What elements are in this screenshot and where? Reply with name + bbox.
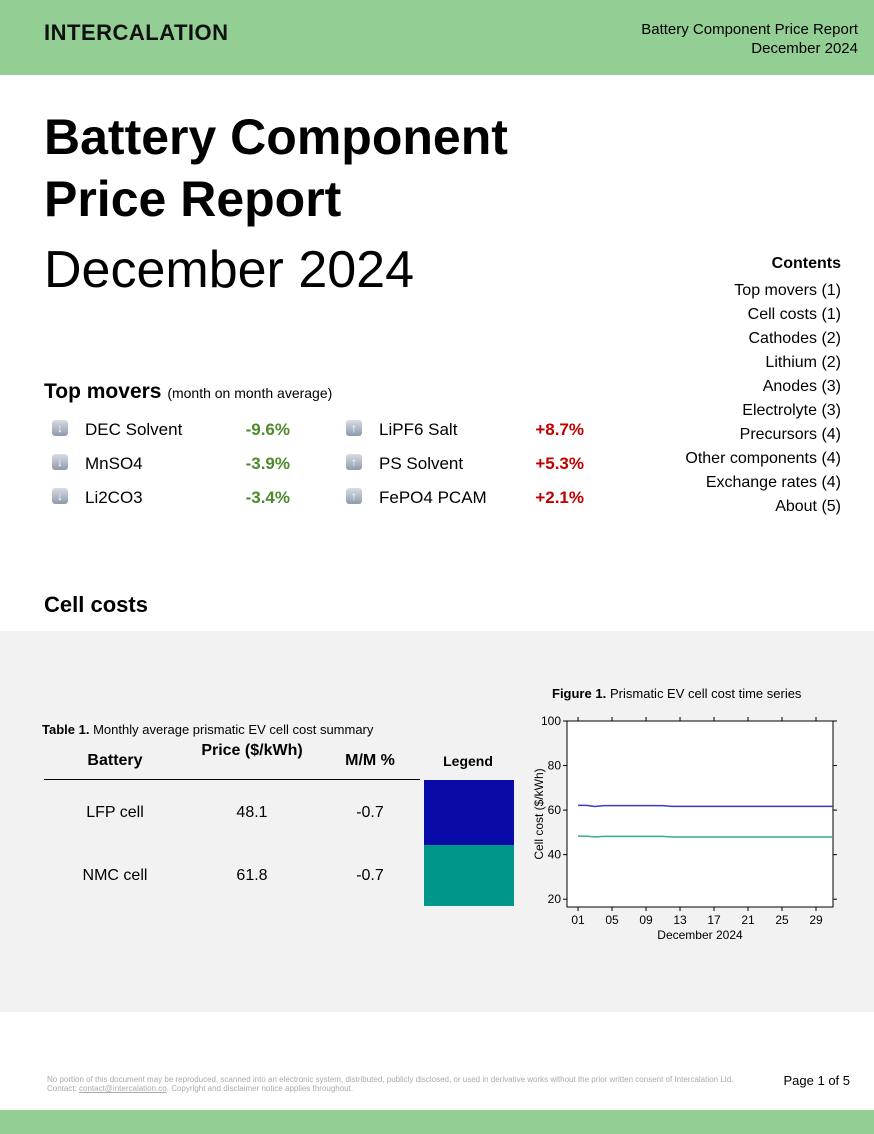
chart: Figure 1. Prismatic EV cell cost time ser… — [532, 686, 837, 942]
x-tick-label: 05 — [605, 913, 619, 927]
mover-change: +8.7% — [535, 420, 584, 439]
caption: Monthly average prismatic EV cell cost s… — [93, 722, 374, 737]
legend-swatch — [424, 845, 514, 906]
table-rule — [44, 779, 420, 780]
table-header: Price ($/kWh) — [201, 742, 303, 759]
section-heading: Cell costs — [44, 592, 148, 617]
header-report: Battery Component Price Report — [641, 21, 858, 38]
heading: Top movers — [44, 380, 162, 403]
title-date: December 2024 — [44, 241, 414, 299]
contents-item: Anodes (3) — [762, 378, 841, 395]
y-tick-label: 80 — [548, 759, 562, 773]
mover-name: PS Solvent — [379, 454, 464, 473]
title-line: Battery Component — [44, 109, 508, 165]
contents-item: Lithium (2) — [765, 354, 841, 371]
y-tick-label: 100 — [541, 714, 561, 728]
table-caption: Table 1. Monthly average prismatic EV ce… — [42, 722, 373, 737]
arrow-icon: ↓ — [52, 488, 68, 504]
arrow-icon: ↓ — [52, 420, 68, 436]
mover-name: DEC Solvent — [85, 420, 183, 439]
legend-swatch — [424, 780, 514, 845]
contents-item: About (5) — [775, 498, 841, 515]
email[interactable]: contact@intercalation.co — [79, 1084, 167, 1093]
x-tick-label: 29 — [809, 913, 823, 927]
mover-change: -3.4% — [245, 488, 290, 507]
contents-item: Cathodes (2) — [748, 330, 842, 347]
mover-name: LiPF6 Salt — [379, 420, 458, 439]
table-header: M/M % — [345, 752, 395, 769]
contents: Contents Top movers (1) Cell costs (1) Cat… — [685, 252, 841, 519]
x-tick-label: 25 — [775, 913, 789, 927]
header-title: Battery Component Price Report December … — [641, 20, 858, 58]
title-line: Price Report — [44, 171, 342, 227]
top-movers-heading: Top movers (month on month average) — [44, 380, 332, 404]
table-cell: LFP cell — [86, 803, 144, 821]
x-tick-label: 01 — [571, 913, 585, 927]
arrow-icon: ↑ — [346, 488, 362, 504]
brand: INTERCALATION — [44, 20, 229, 45]
contents-item: Top movers (1) — [734, 282, 841, 299]
mover-name: Li2CO3 — [85, 488, 143, 507]
y-axis-label: Cell cost ($/kWh) — [532, 768, 546, 859]
x-tick-label: 17 — [707, 913, 721, 927]
mover-name: FePO4 PCAM — [379, 488, 487, 507]
y-tick-label: 60 — [548, 803, 562, 817]
y-tick-label: 20 — [548, 892, 562, 906]
header-band — [0, 0, 874, 75]
table-cell: 61.8 — [236, 866, 268, 884]
table-cell: NMC cell — [82, 866, 148, 884]
plot-area — [566, 720, 834, 908]
y-tick-label: 40 — [548, 848, 562, 862]
header-date: December 2024 — [751, 40, 858, 57]
table-header: Legend — [443, 753, 493, 769]
table-cell: -0.7 — [356, 866, 384, 884]
mover-name: MnSO4 — [85, 454, 143, 473]
figure-caption: Prismatic EV cell cost time series — [610, 686, 802, 701]
table-cell: 48.1 — [236, 803, 268, 821]
page-number: Page 1 of 5 — [783, 1073, 851, 1088]
x-tick-label: 13 — [673, 913, 687, 927]
contents-heading: Contents — [771, 255, 841, 272]
contents-item: Electrolyte (3) — [742, 402, 841, 419]
text: . Copyright and disclaimer notice applie… — [166, 1084, 354, 1093]
table-cell: -0.7 — [356, 803, 384, 821]
mover-change: -3.9% — [245, 454, 290, 473]
mover-change: +5.3% — [535, 454, 584, 473]
disclaimer: No portion of this document may be repro… — [47, 1075, 747, 1093]
contents-item: Other components (4) — [685, 450, 841, 467]
arrow-icon: ↑ — [346, 454, 362, 470]
x-axis-label: December 2024 — [657, 928, 743, 942]
series-line — [578, 804, 833, 808]
mover-change: -9.6% — [245, 420, 290, 439]
series-line — [578, 835, 833, 838]
footer-band — [0, 1110, 874, 1134]
subtitle: (month on month average) — [167, 385, 333, 401]
mover-change: +2.1% — [535, 488, 584, 507]
contents-item: Precursors (4) — [739, 426, 841, 443]
contents-item: Cell costs (1) — [747, 306, 841, 323]
arrow-icon: ↑ — [346, 420, 362, 436]
arrow-icon: ↓ — [52, 454, 68, 470]
x-tick-label: 09 — [639, 913, 653, 927]
x-tick-label: 21 — [741, 913, 755, 927]
text: No portion of this document may be repro… — [47, 1075, 734, 1093]
figure-label: Figure 1. — [552, 686, 606, 701]
contents-item: Exchange rates (4) — [705, 474, 841, 491]
table-header: Battery — [87, 752, 143, 769]
contents-list: Top movers (1) Cell costs (1) Cathodes (2)… — [685, 279, 841, 519]
table-label: Table 1. — [42, 722, 90, 737]
